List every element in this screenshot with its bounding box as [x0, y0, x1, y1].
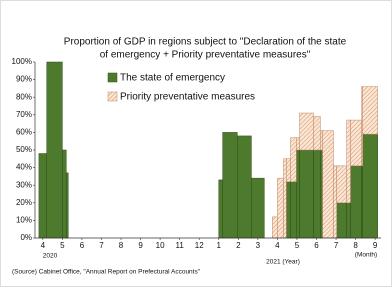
x-tick-label: 6: [80, 241, 85, 250]
priority-step: [322, 130, 334, 239]
x-tick-label: 4: [275, 241, 280, 250]
y-tick-label: 20%: [16, 198, 32, 207]
emergency-step: [66, 172, 69, 239]
emergency-step: [336, 202, 347, 239]
legend-label: Priority preventative measures: [120, 92, 255, 103]
legend-swatch: [107, 72, 118, 83]
emergency-step: [320, 149, 323, 239]
priority-step: [346, 119, 351, 204]
emergency-step: [251, 177, 265, 239]
emergency-step: [362, 133, 378, 239]
priority-step: [320, 130, 323, 151]
emergency-step: [62, 149, 67, 239]
priority-step: [277, 177, 284, 239]
y-tick-label: 40%: [16, 163, 32, 172]
legend-label: The state of emergency: [120, 73, 225, 84]
x-tick-label: 9: [373, 241, 378, 250]
year-label: 2021 (Year): [266, 259, 300, 266]
emergency-step: [286, 181, 291, 239]
emergency-step: [290, 181, 297, 239]
x-tick-label: 7: [99, 241, 104, 250]
priority-step: [286, 158, 291, 182]
priority-step: [350, 119, 362, 167]
emergency-step: [313, 149, 321, 239]
y-tick-label: 100%: [12, 57, 32, 66]
priority-step: [299, 112, 314, 151]
y-tick-label: 90%: [16, 75, 32, 84]
emergency-step: [346, 202, 351, 239]
x-tick-label: 9: [138, 241, 143, 250]
y-tick-label: 60%: [16, 128, 32, 137]
source-note: (Source) Cabinet Office, "Annual Report …: [12, 269, 201, 276]
priority-step: [333, 165, 337, 239]
priority-step: [290, 137, 297, 182]
emergency-step: [46, 61, 63, 239]
chart-title: of emergency + Priority preventative mea…: [100, 50, 311, 61]
year-label: 2020: [43, 253, 58, 260]
x-tick-label: 12: [195, 241, 204, 250]
x-tick-label: 3: [256, 241, 261, 250]
priority-step: [296, 137, 300, 151]
emergency-step: [299, 149, 314, 239]
priority-step: [313, 116, 321, 151]
legend-swatch: [107, 91, 118, 102]
y-tick-label: 0%: [20, 233, 32, 242]
x-tick-label: 8: [119, 241, 124, 250]
x-tick-label: 10: [156, 241, 165, 250]
plot-area: 0% 10% 20% 30% 40% 50% 60% 70% 80% 90% 100% 4 5 6 7 8 9 1…: [12, 57, 381, 250]
priority-step: [362, 86, 378, 135]
emergency-step: [218, 179, 223, 239]
priority-step: [272, 216, 278, 239]
emergency-step: [222, 132, 238, 239]
x-tick-label: 5: [295, 241, 300, 250]
emergency-step: [38, 153, 47, 239]
x-tick-label: 5: [60, 241, 65, 250]
month-label: (Month): [355, 252, 377, 259]
x-tick-label: 6: [314, 241, 319, 250]
priority-step: [283, 158, 287, 239]
y-tick-label: 10%: [16, 216, 32, 225]
emergency-step: [350, 165, 362, 239]
y-tick-label: 80%: [16, 92, 32, 101]
emergency-step: [237, 135, 252, 239]
x-tick-label: 7: [334, 241, 339, 250]
emergency-step: [296, 149, 300, 239]
x-tick-label: 1: [217, 241, 222, 250]
chart-title: Proportion of GDP in regions subject to …: [64, 37, 347, 48]
priority-step: [336, 165, 347, 204]
x-tick-label: 8: [353, 241, 358, 250]
y-tick-label: 50%: [16, 145, 32, 154]
x-tick-label: 2: [236, 241, 241, 250]
y-tick-label: 70%: [16, 110, 32, 119]
x-tick-label: 11: [175, 241, 184, 250]
x-tick-label: 4: [41, 241, 46, 250]
y-tick-label: 30%: [16, 180, 32, 189]
